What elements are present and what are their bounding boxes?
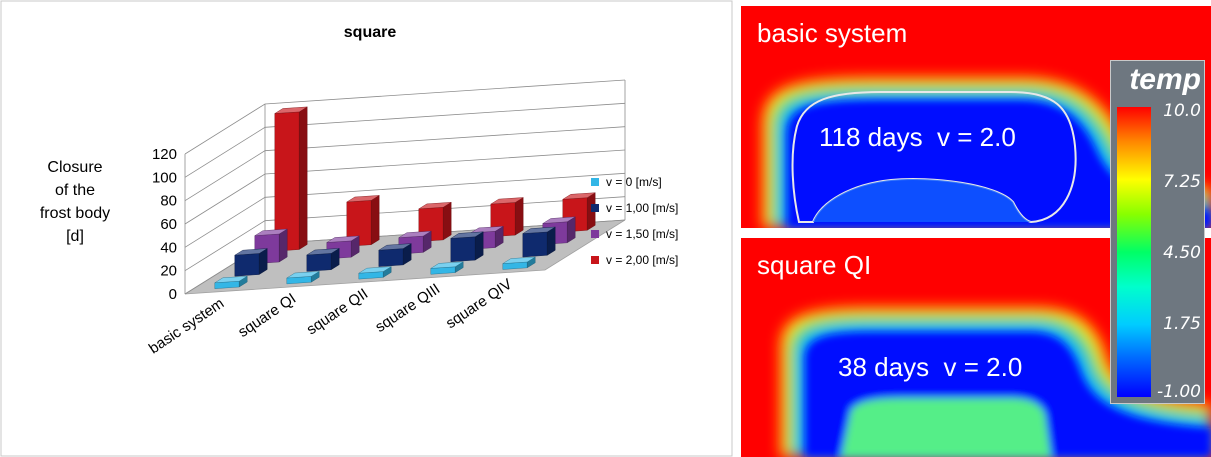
bar-top-face — [234, 248, 268, 256]
simulation-title: square QI — [757, 250, 872, 280]
bar — [274, 106, 308, 252]
legend-label: v = 1,50 [m/s] — [606, 227, 678, 241]
bar-side-face — [279, 228, 288, 263]
bar-top-face — [398, 230, 432, 238]
bar-top-face — [254, 228, 288, 236]
y-axis-label-line: [d] — [66, 228, 84, 245]
y-tick-label: 20 — [160, 263, 177, 280]
y-tick-label: 120 — [152, 146, 177, 163]
y-tick-label: 60 — [160, 216, 177, 233]
simulation-annotation: 38 days v = 2.0 — [838, 352, 1023, 382]
bar-series — [214, 106, 596, 289]
bar — [378, 243, 412, 267]
bar-front-face — [450, 236, 476, 263]
y-tick-label: 40 — [160, 239, 177, 256]
bar-top-face — [522, 226, 556, 234]
y-axis-label-line: Closure — [47, 159, 102, 176]
y-tick-label: 100 — [152, 169, 177, 186]
bar-top-face — [542, 216, 576, 224]
colorbar: temp 10.0 7.25 4.50 1.75 -1.00 — [1110, 60, 1205, 404]
y-axis-label-line: of the — [55, 182, 95, 199]
y-tick-label: 80 — [160, 193, 177, 210]
simulation-annotation: 118 days v = 2.0 — [819, 122, 1016, 152]
legend: v = 0 [m/s] v = 1,00 [m/s] v = 1,50 [m/s] v… — [591, 175, 678, 267]
bar-side-face — [299, 106, 308, 250]
bar-top-face — [286, 271, 320, 279]
bar-top-face — [430, 261, 464, 269]
colorbar-tick-label: -1.00 — [1157, 382, 1201, 402]
bar-side-face — [515, 197, 524, 236]
bar — [358, 266, 392, 280]
legend-swatch — [591, 230, 599, 238]
bar-top-face — [378, 243, 412, 251]
colorbar-tick-label: 1.75 — [1163, 314, 1201, 334]
y-axis-label: Closure of the frost body [d] — [40, 159, 110, 245]
simulation-title: basic system — [757, 18, 908, 48]
bar-top-face — [502, 256, 536, 264]
bar-front-face — [378, 248, 404, 267]
chart-panel: square Closure of the frost body [d] 0 20 40 6… — [0, 0, 733, 457]
bar — [450, 231, 484, 263]
bar-front-face — [234, 253, 260, 277]
bar — [346, 195, 380, 247]
legend-label: v = 2,00 [m/s] — [606, 253, 678, 267]
bar-top-face — [450, 231, 484, 239]
bar-top-face — [470, 226, 504, 234]
bar-front-face — [306, 253, 332, 272]
bar-top-face — [562, 192, 596, 200]
bar-side-face — [443, 201, 452, 241]
legend-label: v = 1,00 [m/s] — [606, 201, 678, 215]
bar — [306, 248, 340, 272]
y-axis-ticks: 0 20 40 60 80 100 120 — [152, 146, 177, 303]
bar-top-face — [214, 276, 248, 283]
colorbar-tick-label: 7.25 — [1163, 172, 1201, 192]
y-tick-label: 0 — [169, 286, 177, 303]
legend-swatch — [591, 178, 599, 186]
legend-label: v = 0 [m/s] — [606, 175, 662, 189]
bar-top-face — [326, 235, 360, 243]
bar-top-face — [358, 266, 392, 274]
bar-top-face — [306, 248, 340, 256]
legend-swatch — [591, 256, 599, 264]
bar — [502, 256, 536, 270]
chart-title: square — [344, 24, 397, 41]
bar-top-face — [346, 195, 380, 203]
bar-top-face — [490, 197, 524, 205]
bar — [522, 226, 556, 258]
bar-side-face — [371, 195, 380, 246]
colorbar-gradient — [1117, 107, 1151, 397]
bar-front-face — [522, 231, 548, 258]
bar — [214, 275, 248, 289]
bar — [286, 271, 320, 285]
bar-top-face — [274, 106, 308, 114]
bar — [234, 248, 268, 277]
colorbar-tick-label: 10.0 — [1163, 101, 1201, 121]
colorbar-title: temp — [1129, 63, 1201, 96]
legend-swatch — [591, 204, 599, 212]
y-axis-label-line: frost body — [40, 205, 110, 222]
bar — [430, 261, 464, 275]
colorbar-tick-label: 4.50 — [1163, 243, 1201, 263]
bar-top-face — [418, 202, 452, 210]
bar-chart-3d: square Closure of the frost body [d] 0 20 40 6… — [0, 0, 733, 457]
